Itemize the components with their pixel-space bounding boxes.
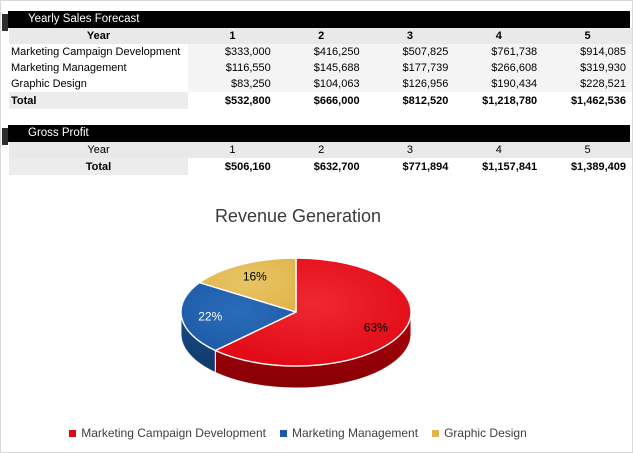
legend-item: Graphic Design xyxy=(432,426,527,440)
year-column-header: 3 xyxy=(365,142,455,158)
row-value: $83,250 xyxy=(188,76,277,92)
row-value: $416,250 xyxy=(276,44,366,60)
row-value: $507,825 xyxy=(365,44,455,60)
row-label: Marketing Management xyxy=(11,62,127,74)
legend-label: Marketing Campaign Development xyxy=(81,426,266,440)
legend-item: Marketing Campaign Development xyxy=(69,426,266,440)
pie-slice-percentage-label: 16% xyxy=(243,269,267,283)
row-value: $104,063 xyxy=(276,76,366,92)
table-row: Marketing Campaign Development $333,000 $4… xyxy=(9,44,632,60)
total-value: $771,894 xyxy=(402,160,449,173)
total-value: $1,462,536 xyxy=(570,94,626,107)
total-label: Total xyxy=(9,158,188,175)
legend-color-swatch xyxy=(69,429,77,437)
legend-label: Graphic Design xyxy=(444,426,527,440)
legend-item: Marketing Management xyxy=(279,426,419,440)
row-value: $319,930 xyxy=(543,60,632,76)
row-value: $266,608 xyxy=(454,60,544,76)
total-label: Total xyxy=(9,92,188,109)
row-value: $126,956 xyxy=(365,76,455,92)
gross-profit-table: Year 1 2 3 4 5 Total $506,160 $632,700 $771,894 $1… xyxy=(9,142,632,175)
gross-profit-title-bar: Gross Profit xyxy=(2,125,630,145)
year-column-header: 5 xyxy=(543,28,632,44)
year-label: Year xyxy=(9,142,188,158)
yearly-sales-forecast-title-bar: Yearly Sales Forecast xyxy=(2,11,630,31)
title-bar-fold xyxy=(2,14,8,31)
total-row: Total $532,800 $666,000 $812,520 $1,218,780 $… xyxy=(9,92,632,109)
row-value: $190,434 xyxy=(454,76,544,92)
year-column-header: 1 xyxy=(188,142,277,158)
gross-profit-section: Gross Profit Year 1 2 3 4 5 Total $506,160 $632,… xyxy=(1,125,632,175)
year-column-header: 4 xyxy=(454,142,544,158)
row-value: $914,085 xyxy=(543,44,632,60)
row-label: Marketing Campaign Development xyxy=(11,46,181,58)
pie-slice-percentage-label: 63% xyxy=(364,320,388,334)
total-value: $1,157,841 xyxy=(482,160,538,173)
yearly-sales-forecast-section: Yearly Sales Forecast Year 1 2 3 4 5 Marketing… xyxy=(1,11,632,109)
total-row: Total $506,160 $632,700 $771,894 $1,157,841 $… xyxy=(9,158,632,175)
row-value: $761,738 xyxy=(454,44,544,60)
section-title: Yearly Sales Forecast xyxy=(28,13,140,25)
year-column-header: 2 xyxy=(276,142,366,158)
row-value: $145,688 xyxy=(276,60,366,76)
year-column-header: 2 xyxy=(276,28,366,44)
total-value: $632,700 xyxy=(313,160,360,173)
row-value: $333,000 xyxy=(188,44,277,60)
pie-slice-top xyxy=(198,257,297,313)
year-column-header: 1 xyxy=(188,28,277,44)
total-value: $1,218,780 xyxy=(482,94,538,107)
section-title: Gross Profit xyxy=(28,127,89,139)
pie-slice-top xyxy=(180,281,297,352)
total-value: $666,000 xyxy=(313,94,360,107)
document-page: Yearly Sales Forecast Year 1 2 3 4 5 Marketing… xyxy=(1,1,632,440)
pie-slice-percentage-label: 22% xyxy=(198,309,222,323)
row-value: $116,550 xyxy=(188,60,277,76)
pie-slice-top xyxy=(214,257,412,367)
chart-title: Revenue Generation xyxy=(214,206,382,226)
revenue-generation-chart: Revenue Generation 63% 22% 16% Marketing C… xyxy=(68,205,528,440)
total-value: $812,520 xyxy=(402,94,449,107)
year-column-header: 4 xyxy=(454,28,544,44)
table-row: Marketing Management $116,550 $145,688 $177… xyxy=(9,60,632,76)
table-row: Graphic Design $83,250 $104,063 $126,956 $19… xyxy=(9,76,632,92)
total-value: $532,800 xyxy=(224,94,271,107)
year-column-header: 5 xyxy=(543,142,632,158)
total-value: $1,389,409 xyxy=(570,160,626,173)
row-value: $228,521 xyxy=(543,76,632,92)
year-label: Year xyxy=(9,28,188,44)
yearly-sales-forecast-table: Year 1 2 3 4 5 Marketing Campaign Development $… xyxy=(9,28,632,109)
legend-color-swatch xyxy=(432,429,440,437)
pie-3d: 63% 22% 16% xyxy=(68,246,528,396)
legend-label: Marketing Management xyxy=(291,426,419,440)
year-header-row: Year 1 2 3 4 5 xyxy=(9,142,632,158)
chart-legend: Marketing Campaign Development Marketing … xyxy=(68,426,528,440)
pie-chart-svg: 63% 22% 16% xyxy=(180,257,412,389)
title-bar-fold xyxy=(2,128,8,145)
total-value: $506,160 xyxy=(224,160,271,173)
row-label: Graphic Design xyxy=(11,78,87,90)
year-column-header: 3 xyxy=(365,28,455,44)
year-header-row: Year 1 2 3 4 5 xyxy=(9,28,632,44)
legend-color-swatch xyxy=(279,429,287,437)
row-value: $177,739 xyxy=(365,60,455,76)
